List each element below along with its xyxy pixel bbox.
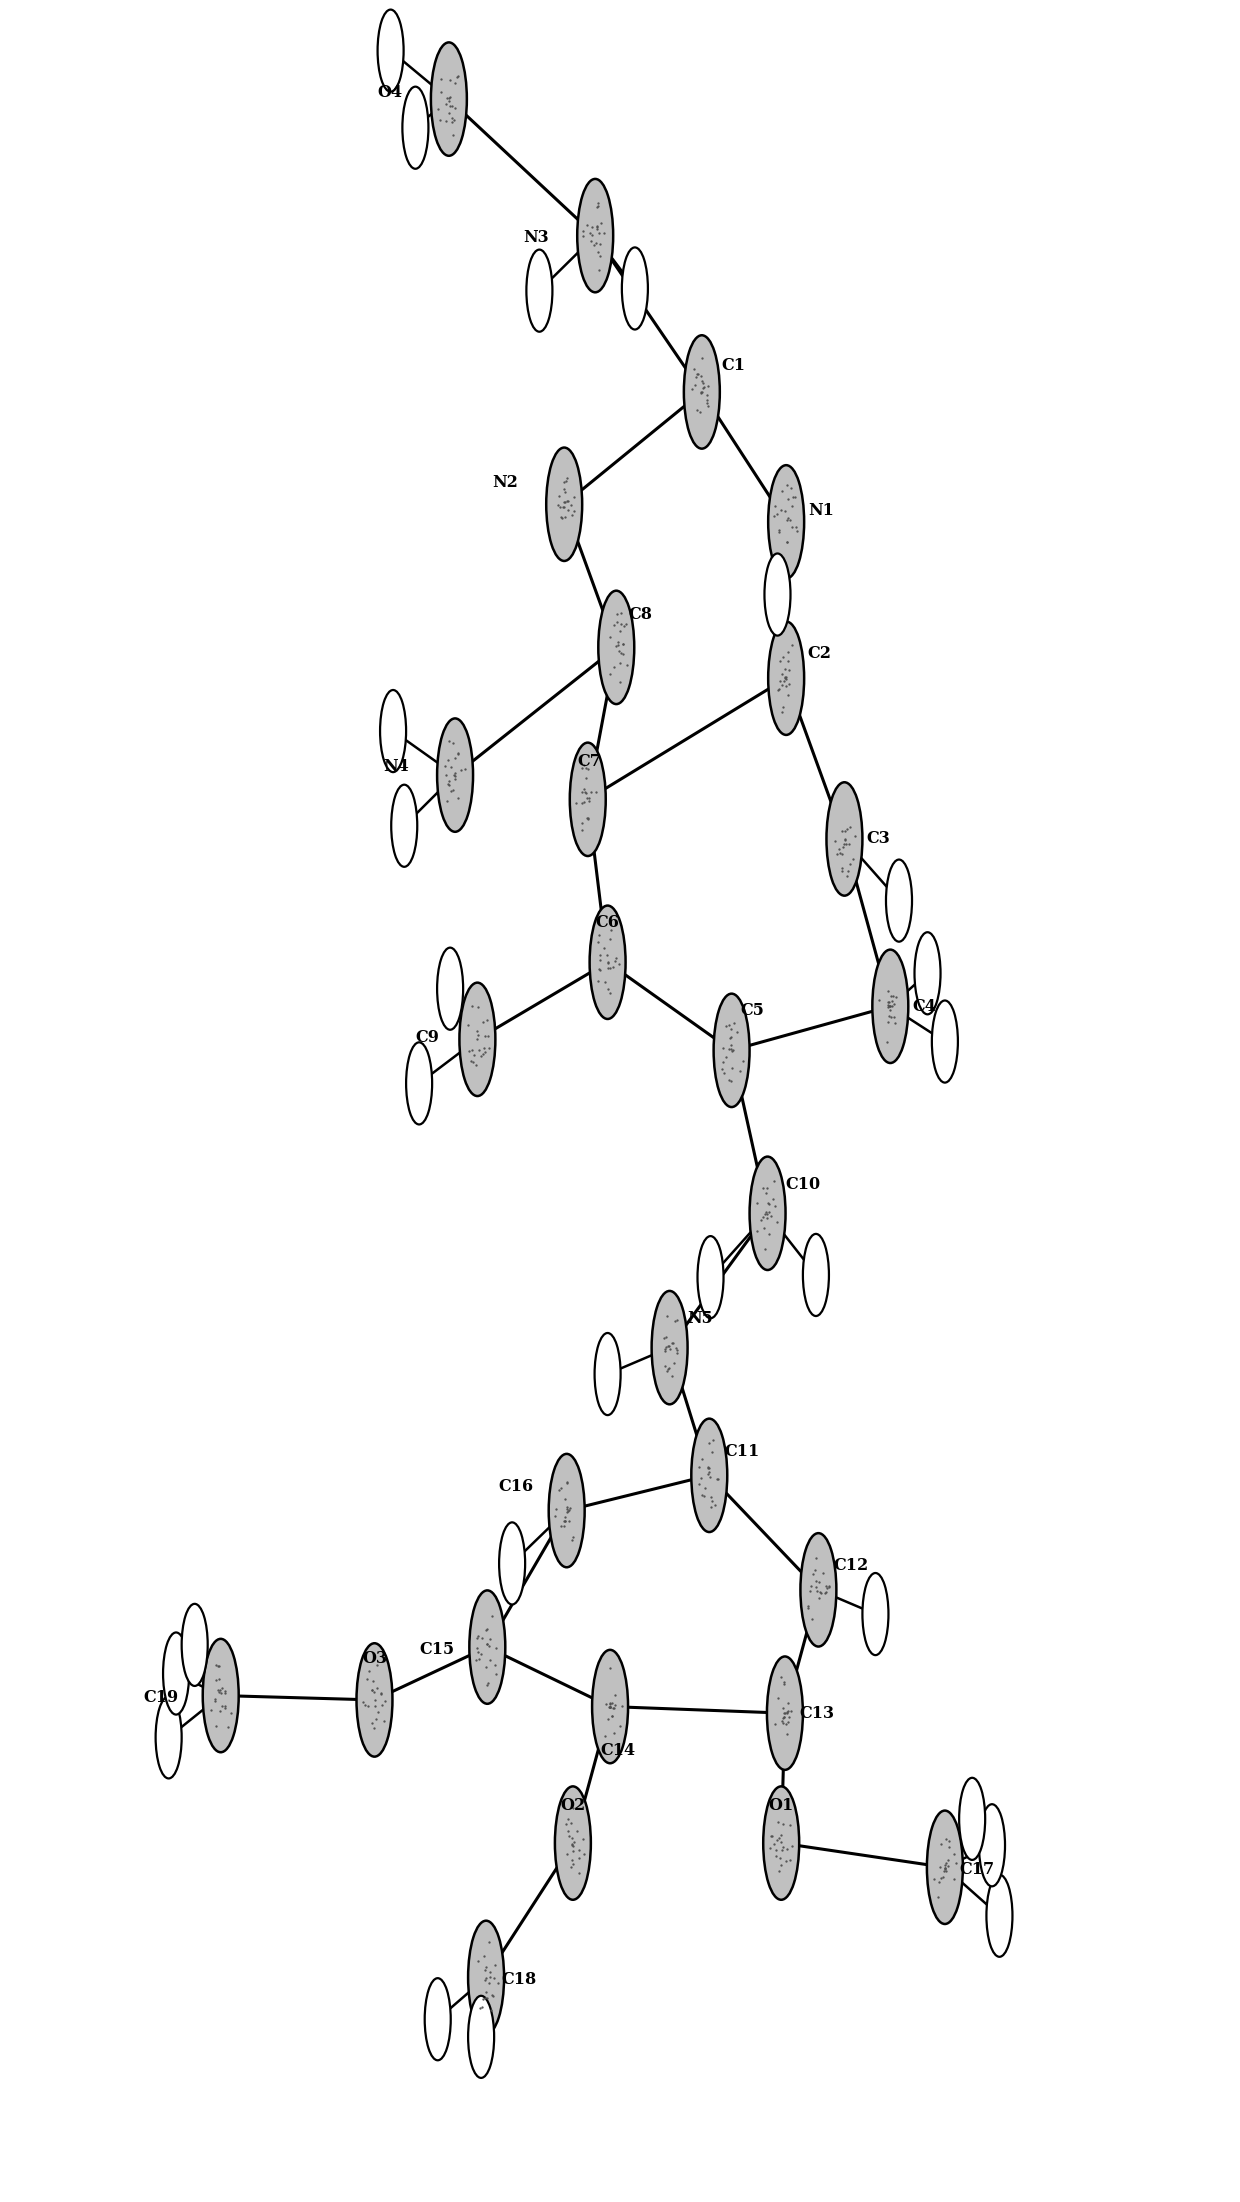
Ellipse shape (697, 1235, 724, 1319)
Ellipse shape (162, 1632, 188, 1715)
Text: C17: C17 (960, 1861, 994, 1878)
Ellipse shape (549, 1453, 585, 1568)
Text: N3: N3 (523, 229, 549, 247)
Ellipse shape (801, 1533, 837, 1647)
Text: N2: N2 (492, 473, 518, 491)
Text: C9: C9 (415, 1028, 439, 1046)
Ellipse shape (378, 9, 404, 92)
Ellipse shape (546, 447, 583, 562)
Ellipse shape (652, 1290, 687, 1405)
Text: C11: C11 (724, 1442, 759, 1460)
Ellipse shape (713, 993, 749, 1108)
Ellipse shape (569, 742, 605, 857)
Text: C6: C6 (595, 914, 619, 931)
Ellipse shape (181, 1603, 208, 1687)
Text: C4: C4 (913, 998, 936, 1015)
Ellipse shape (556, 1786, 591, 1900)
Ellipse shape (469, 1995, 494, 2079)
Ellipse shape (392, 784, 417, 868)
Text: C15: C15 (419, 1640, 454, 1658)
Ellipse shape (926, 1810, 962, 1925)
Ellipse shape (403, 86, 429, 170)
Ellipse shape (436, 718, 474, 832)
Text: O4: O4 (377, 84, 402, 101)
Text: C5: C5 (740, 1002, 764, 1020)
Ellipse shape (469, 1920, 503, 2035)
Ellipse shape (577, 178, 613, 293)
Text: O2: O2 (560, 1797, 585, 1814)
Ellipse shape (683, 335, 719, 449)
Text: O1: O1 (769, 1797, 794, 1814)
Ellipse shape (424, 1977, 450, 2061)
Text: C14: C14 (600, 1742, 635, 1759)
Text: O3: O3 (362, 1649, 387, 1667)
Ellipse shape (469, 1590, 506, 1704)
Ellipse shape (595, 1332, 621, 1416)
Ellipse shape (438, 947, 464, 1031)
Ellipse shape (980, 1803, 1004, 1887)
Ellipse shape (407, 1042, 432, 1125)
Ellipse shape (768, 621, 804, 735)
Text: N1: N1 (808, 502, 835, 520)
Ellipse shape (749, 1156, 786, 1271)
Text: C7: C7 (578, 753, 601, 771)
Ellipse shape (960, 1777, 986, 1861)
Ellipse shape (156, 1696, 182, 1779)
Ellipse shape (932, 1000, 959, 1083)
Text: N5: N5 (687, 1310, 713, 1328)
Ellipse shape (764, 1786, 800, 1900)
Ellipse shape (379, 689, 405, 773)
Ellipse shape (766, 1656, 804, 1770)
Text: C10: C10 (785, 1176, 820, 1193)
Ellipse shape (432, 42, 466, 156)
Ellipse shape (590, 905, 626, 1020)
Ellipse shape (915, 931, 940, 1015)
Ellipse shape (203, 1638, 238, 1753)
Ellipse shape (459, 982, 496, 1097)
Ellipse shape (872, 949, 908, 1064)
Text: C12: C12 (833, 1557, 868, 1574)
Ellipse shape (498, 1522, 526, 1605)
Text: C1: C1 (722, 357, 745, 374)
Text: C8: C8 (629, 606, 652, 623)
Ellipse shape (593, 1649, 629, 1764)
Ellipse shape (885, 859, 911, 942)
Text: C3: C3 (867, 830, 890, 848)
Ellipse shape (598, 590, 634, 705)
Text: C18: C18 (501, 1971, 536, 1988)
Ellipse shape (863, 1572, 888, 1656)
Ellipse shape (357, 1643, 392, 1757)
Ellipse shape (622, 247, 649, 330)
Ellipse shape (987, 1874, 1012, 1958)
Ellipse shape (526, 249, 552, 333)
Ellipse shape (804, 1233, 830, 1317)
Text: C19: C19 (144, 1689, 179, 1707)
Ellipse shape (768, 465, 804, 579)
Text: C2: C2 (807, 645, 831, 663)
Ellipse shape (826, 782, 863, 896)
Ellipse shape (764, 553, 791, 636)
Text: C16: C16 (498, 1478, 533, 1495)
Text: C13: C13 (800, 1704, 835, 1722)
Text: N4: N4 (383, 757, 409, 775)
Ellipse shape (692, 1418, 727, 1533)
